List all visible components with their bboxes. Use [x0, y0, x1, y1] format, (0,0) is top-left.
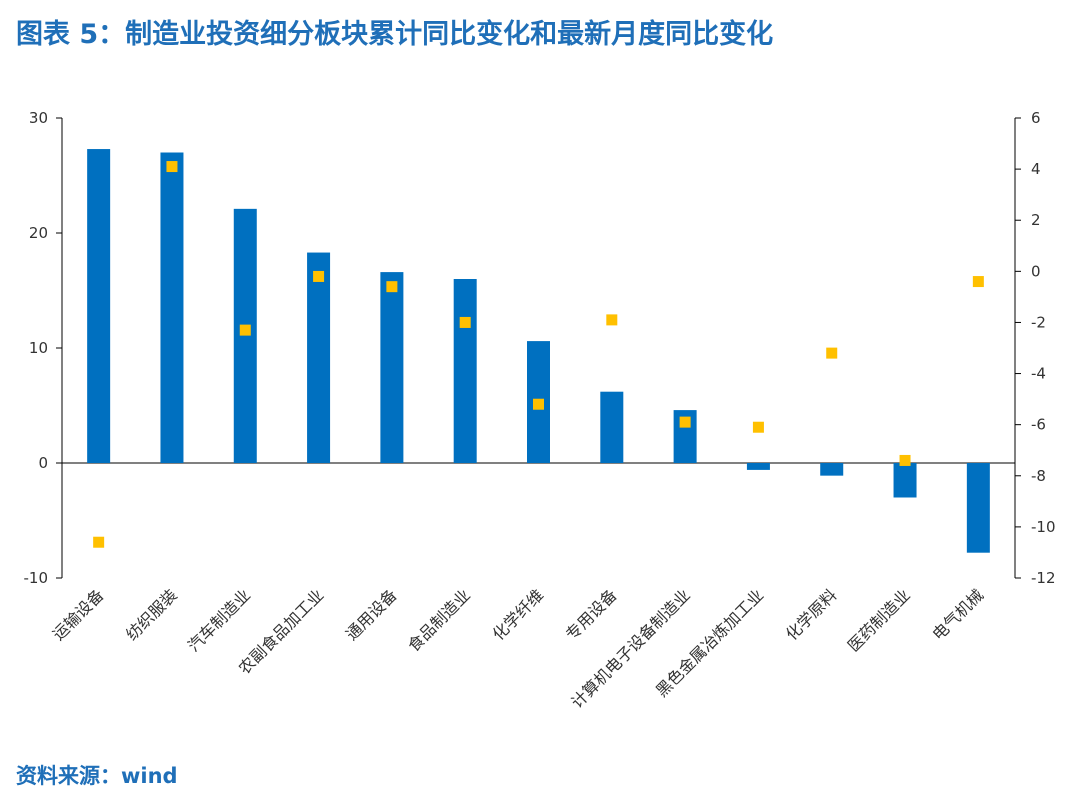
- marker-point: [239, 324, 251, 336]
- y-right-tick-label: -2: [1031, 313, 1046, 331]
- marker-point: [386, 281, 398, 293]
- bar: [673, 410, 697, 463]
- category-label: 汽车制造业: [184, 585, 254, 655]
- marker-point: [93, 536, 105, 548]
- chart-title: 图表 5：制造业投资细分板块累计同比变化和最新月度同比变化: [16, 19, 774, 50]
- category-label: 运输设备: [49, 585, 108, 644]
- bar: [893, 463, 917, 498]
- y-right-tick-label: -10: [1031, 518, 1056, 536]
- bar: [160, 152, 184, 463]
- bar: [746, 463, 770, 470]
- bar: [820, 463, 844, 476]
- bar: [600, 391, 624, 463]
- marker-point: [313, 270, 325, 282]
- bar: [233, 208, 257, 463]
- marker-point: [972, 276, 984, 288]
- category-label: 计算机电子设备制造业: [567, 585, 694, 712]
- bar: [966, 463, 990, 553]
- category-label: 医药制造业: [844, 585, 914, 655]
- category-label: 通用设备: [342, 585, 401, 644]
- bar-series: [87, 149, 990, 553]
- category-label: 纺织服装: [122, 585, 181, 644]
- category-label: 专用设备: [562, 585, 621, 644]
- marker-point: [533, 398, 544, 410]
- y-right-tick-label: 0: [1031, 262, 1041, 280]
- category-label: 化学原料: [782, 585, 841, 644]
- y-left-tick-label: 10: [29, 339, 48, 357]
- marker-point: [679, 416, 691, 428]
- category-label: 电气机械: [928, 585, 987, 644]
- y-right-tick-label: -12: [1031, 569, 1056, 587]
- marker-point: [752, 421, 764, 433]
- marker-series: [93, 161, 984, 548]
- y-right-tick-label: 6: [1031, 109, 1041, 127]
- bar: [380, 272, 404, 463]
- marker-point: [899, 454, 911, 466]
- y-left-tick-label: 0: [38, 454, 48, 472]
- source-note: 资料来源：wind: [16, 764, 178, 788]
- y-left-tick-label: -10: [24, 569, 49, 587]
- marker-point: [826, 347, 838, 359]
- category-label: 化学纤维: [489, 585, 548, 644]
- y-right-tick-label: -6: [1031, 416, 1046, 434]
- bar: [453, 279, 477, 463]
- bar: [307, 252, 331, 463]
- y-right-tick-label: -8: [1031, 467, 1046, 485]
- marker-point: [459, 316, 471, 328]
- category-label: 食品制造业: [404, 585, 474, 655]
- y-right-tick-label: -4: [1031, 365, 1046, 383]
- marker-point: [606, 314, 618, 326]
- bar: [87, 149, 111, 464]
- y-right-tick-label: 2: [1031, 211, 1041, 229]
- y-left-tick-label: 20: [29, 224, 48, 242]
- y-right-tick-label: 4: [1031, 160, 1041, 178]
- y-left-tick-label: 30: [29, 109, 48, 127]
- marker-point: [166, 161, 178, 173]
